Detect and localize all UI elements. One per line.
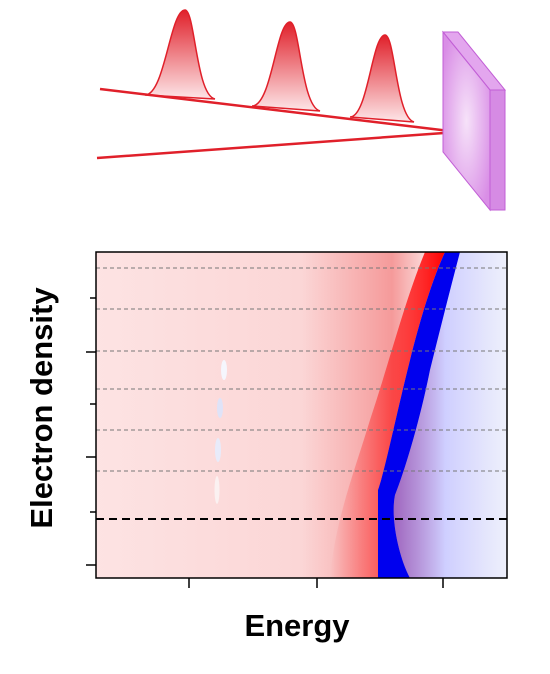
- plot-frame: [95, 251, 508, 579]
- heatmap: [96, 252, 507, 578]
- schematic: [96, 9, 507, 212]
- y-axis-label: Electron density: [24, 287, 59, 529]
- ticks: [86, 297, 444, 588]
- x-axis-label: Energy: [244, 608, 350, 643]
